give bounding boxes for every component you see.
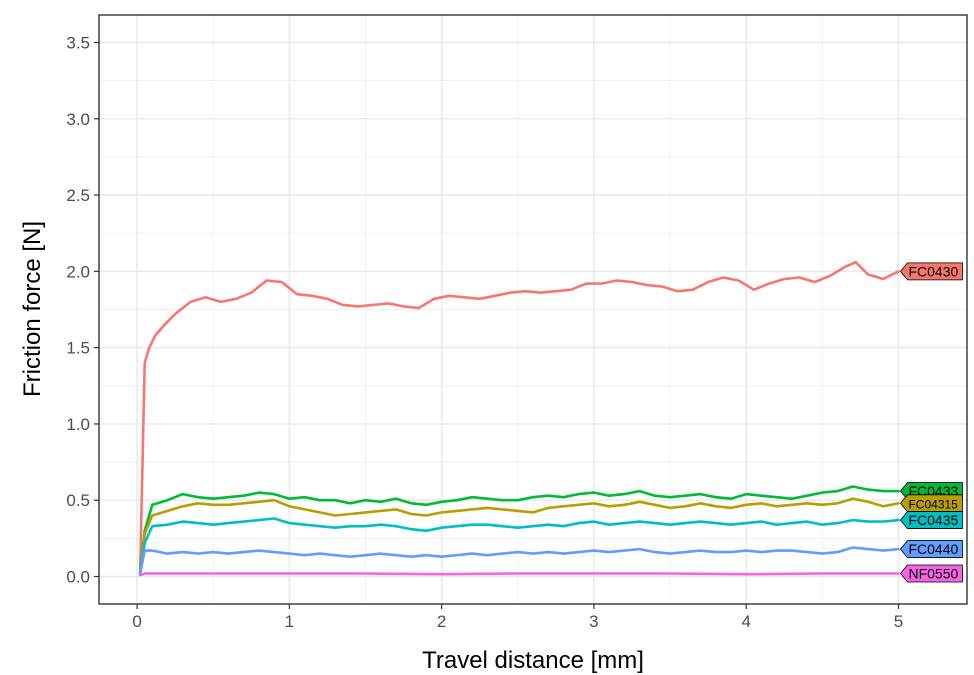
end-label-tag	[899, 540, 963, 558]
y-axis: 0.0 0.5 1.0 1.5 2.0 2.5 3.0 3.5	[66, 33, 99, 587]
x-tick-label: 5	[894, 612, 903, 631]
end-label-fc0440: FC0440	[899, 540, 963, 558]
x-tick-label: 4	[741, 612, 750, 631]
end-label-fc04315: FC04315	[899, 494, 963, 513]
y-tick-label: 2.0	[66, 262, 90, 281]
end-label-fc0430: FC0430	[899, 262, 963, 281]
end-label-tag	[899, 262, 963, 281]
end-label-tag	[899, 511, 963, 529]
y-tick-label: 0.5	[66, 491, 90, 510]
end-label-fc0435: FC0435	[899, 511, 963, 529]
x-tick-label: 2	[437, 612, 446, 631]
minor-grid	[99, 15, 967, 604]
x-axis: 0 1 2 3 4 5	[132, 604, 903, 631]
y-tick-label: 1.5	[66, 339, 90, 358]
major-grid	[99, 15, 967, 604]
end-label-text: FC0430	[908, 263, 958, 279]
series-line-fc0440	[138, 546, 900, 575]
y-tick-label: 1.0	[66, 415, 90, 434]
x-tick-label: 0	[132, 612, 141, 631]
end-label-tag	[899, 494, 963, 513]
plot-panel-border	[98, 14, 968, 605]
x-axis-title: Travel distance [mm]	[422, 647, 644, 674]
x-tick-label: 3	[589, 612, 598, 631]
end-label-text: FC0440	[908, 541, 958, 557]
series-line-fc0430	[138, 260, 900, 575]
y-tick-label: 2.5	[66, 186, 90, 205]
y-tick-label: 0.0	[66, 568, 90, 587]
x-tick-label: 1	[285, 612, 294, 631]
series-lines	[138, 260, 900, 577]
y-tick-label: 3.5	[66, 33, 90, 52]
series-line-fc0435	[138, 517, 900, 575]
series-line-fc0433	[138, 485, 900, 575]
end-label-text: NF0550	[908, 565, 958, 581]
end-label-tag	[899, 564, 963, 583]
y-tick-label: 3.0	[66, 110, 90, 129]
end-label-text: FC0435	[908, 512, 958, 528]
series-line-fc04315	[138, 497, 900, 575]
end-label-text: FC04315	[908, 497, 958, 511]
series-line-nf0550	[138, 572, 900, 577]
y-axis-title: Friction force [N]	[19, 221, 46, 397]
end-label-nf0550: NF0550	[899, 564, 963, 583]
